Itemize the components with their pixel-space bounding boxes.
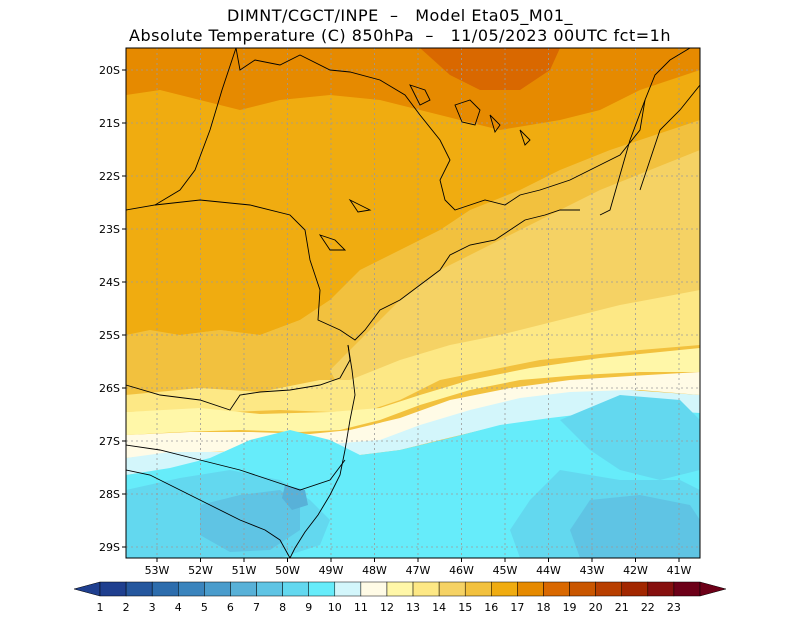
lon-label: 44W: [536, 564, 561, 577]
colorbar-swatch: [412, 581, 440, 597]
colorbar-label: 5: [201, 601, 208, 614]
colorbar-swatch: [360, 581, 388, 597]
map-title: DIMNT/CGCT/INPE – Model Eta05_M01_: [226, 6, 574, 25]
field-12c: [126, 348, 700, 435]
international-border: [126, 469, 291, 558]
lon-label: 52W: [188, 564, 213, 577]
colorbar-label: 18: [536, 601, 550, 614]
colorbar-label: 11: [354, 601, 368, 614]
colorbar-label: 13: [406, 601, 420, 614]
lon-label: 49W: [319, 564, 344, 577]
colorbar-swatch: [125, 581, 153, 597]
colorbar-label: 19: [563, 601, 577, 614]
colorbar-swatch: [308, 581, 336, 597]
lat-label: 29S: [99, 541, 120, 554]
colorbar-label: 8: [279, 601, 286, 614]
lon-label: 42W: [623, 564, 648, 577]
colorbar-swatch: [386, 581, 414, 597]
lon-label: 53W: [145, 564, 170, 577]
lat-label: 23S: [99, 223, 120, 236]
colorbar-label: 22: [641, 601, 655, 614]
lat-label: 25S: [99, 329, 120, 342]
field-7c-se: [570, 495, 700, 558]
colorbar-min-arrow: [73, 581, 101, 597]
lon-label: 45W: [493, 564, 518, 577]
colorbar-label: 7: [253, 601, 260, 614]
colorbar-swatch: [569, 581, 596, 597]
colorbar-label: 17: [510, 601, 524, 614]
colorbar-swatch: [438, 581, 466, 597]
colorbar-label: 3: [149, 601, 156, 614]
colorbar-label: 12: [380, 601, 394, 614]
state-border-east: [599, 99, 646, 216]
field-6c: [282, 485, 308, 510]
borders: [126, 48, 700, 558]
lat-label: 21S: [99, 117, 120, 130]
field-17c: [126, 48, 700, 130]
field-14c: [330, 150, 700, 390]
colorbar-swatch: [543, 581, 570, 597]
colorbar-swatch: [99, 581, 127, 597]
colorbar-swatch: [491, 581, 518, 597]
colorbar-swatch: [647, 581, 675, 597]
colorbar-label: 10: [328, 601, 342, 614]
colorbar-label: 4: [175, 601, 182, 614]
lon-label: 46W: [449, 564, 474, 577]
coastline-north: [154, 199, 580, 341]
colorbar-label: 21: [615, 601, 629, 614]
colorbar-swatch: [464, 581, 492, 597]
reservoirs: [318, 84, 531, 251]
lat-label: 22S: [99, 170, 120, 183]
state-border-north: [235, 48, 691, 211]
colorbar-label: 9: [305, 601, 312, 614]
lat-label: 24S: [99, 276, 120, 289]
lat-label: 20S: [99, 64, 120, 77]
colorbar-swatch: [256, 581, 283, 597]
colorbar-label: 1: [97, 601, 104, 614]
latitude-labels: 20S 21S 22S 23S 24S 25S 26S 27S 28S 29S: [99, 64, 126, 554]
colorbar-max-arrow: [699, 581, 727, 597]
lat-label: 26S: [99, 382, 120, 395]
colorbar-label: 2: [123, 601, 130, 614]
field-8c-east: [560, 395, 700, 480]
field-18c: [420, 48, 560, 90]
state-border-ne: [639, 84, 700, 191]
colorbar-label: 16: [484, 601, 498, 614]
colorbar-label: 20: [589, 601, 603, 614]
colorbar-swatch: [282, 581, 309, 597]
temperature-field: [126, 48, 700, 558]
coastline-south: [289, 344, 356, 558]
colorbar-swatch: [621, 581, 649, 597]
colorbar-swatch: [517, 581, 544, 597]
lon-label: 48W: [362, 564, 387, 577]
colorbar-label: 23: [667, 601, 681, 614]
lon-label: 50W: [275, 564, 300, 577]
colorbar-swatch: [230, 581, 257, 597]
colorbar-swatch: [673, 581, 701, 597]
map-subtitle: Absolute Temperature (C) 850hPa – 11/05/…: [129, 26, 671, 45]
lon-label: 51W: [232, 564, 257, 577]
lat-label: 28S: [99, 488, 120, 501]
colorbar-label: 14: [432, 601, 446, 614]
lon-label: 43W: [580, 564, 605, 577]
colorbar-swatch: [151, 581, 179, 597]
lon-label: 41W: [667, 564, 692, 577]
colorbar-label: 15: [458, 601, 472, 614]
colorbar-swatch: [334, 581, 362, 597]
colorbar-swatch: [204, 581, 231, 597]
colorbar: 1 2 3 4 5 6 7 8 9 10 11 12 13 14 15 16 17 18 19 20 21 22 23: [73, 581, 727, 614]
lon-label: 47W: [406, 564, 431, 577]
map-frame: [125, 47, 701, 559]
lat-label: 27S: [99, 435, 120, 448]
state-border-sc-rs: [126, 444, 346, 491]
longitude-labels: 53W 52W 51W 50W 49W 48W 47W 46W 45W 44W 43W 42W 41W: [145, 558, 692, 577]
colorbar-label: 6: [227, 601, 234, 614]
colorbar-swatch: [595, 581, 622, 597]
colorbar-swatch: [178, 581, 205, 597]
field-15c-sw: [126, 300, 340, 395]
state-border-pr-sc: [126, 344, 351, 411]
gridlines: [126, 48, 700, 558]
